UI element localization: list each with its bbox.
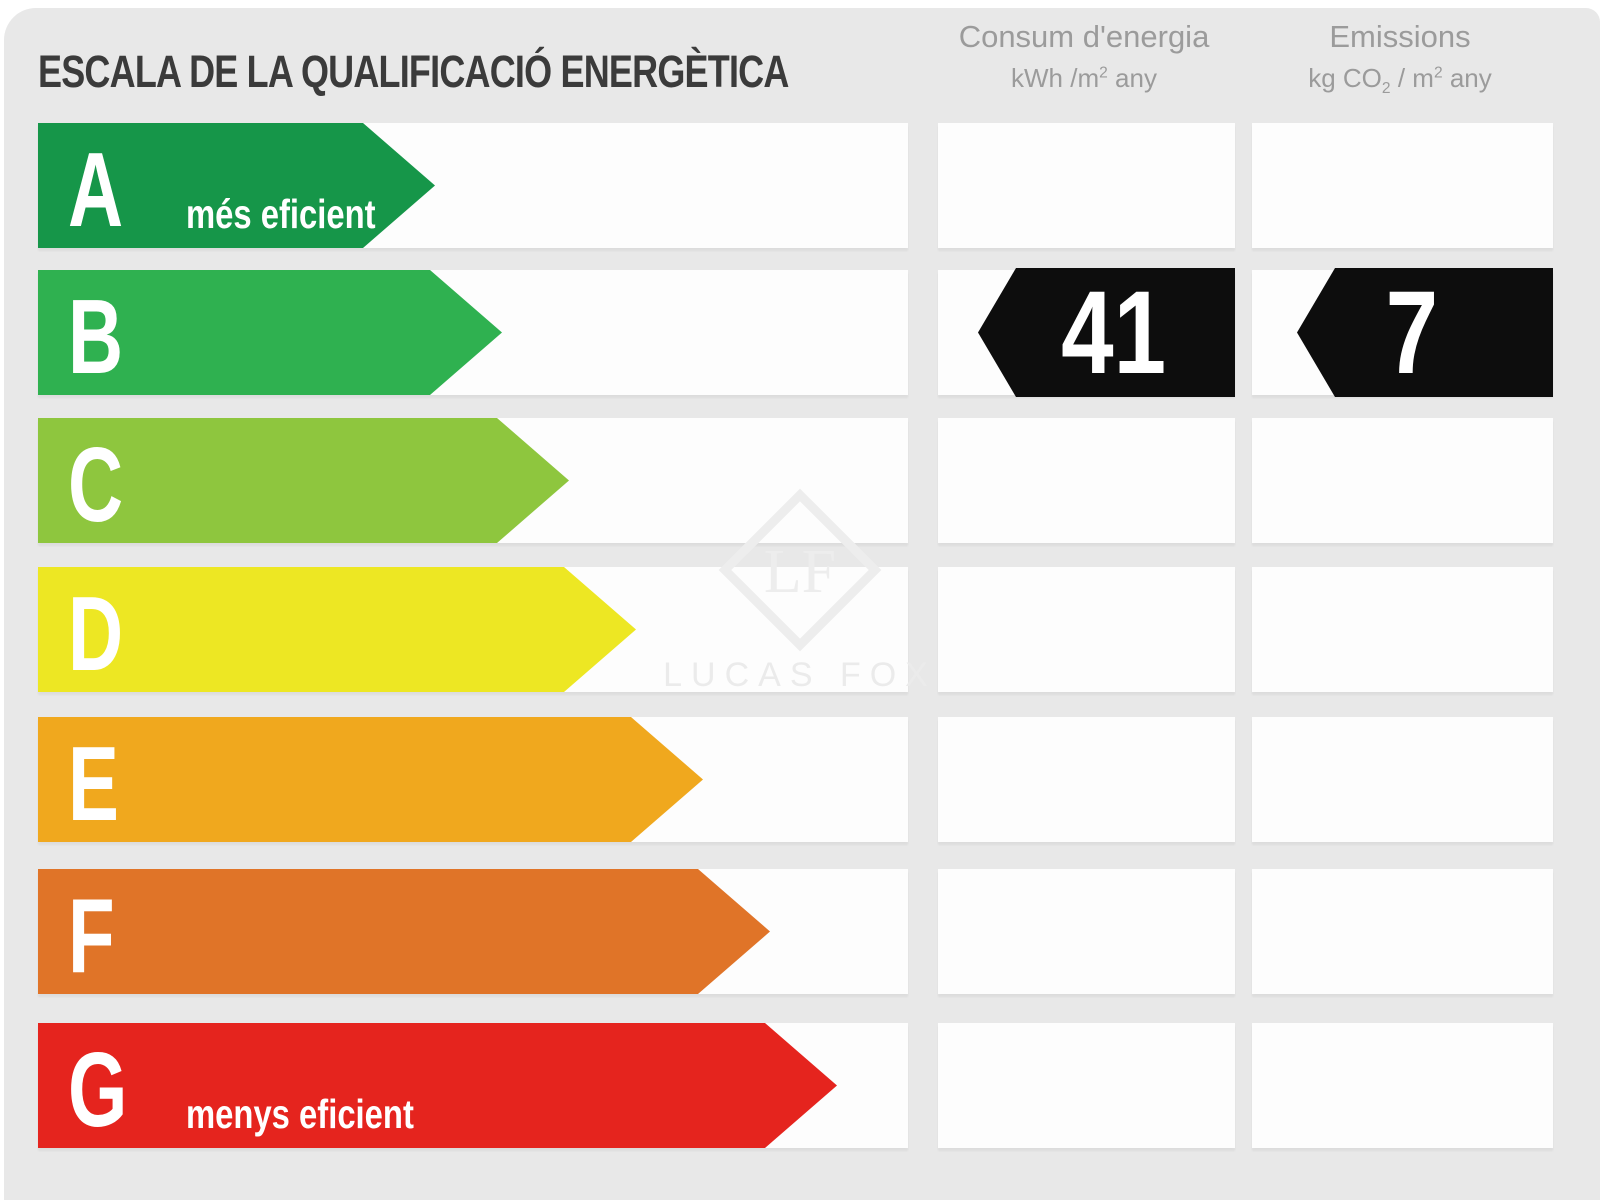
consum-cell (938, 123, 1235, 248)
consum-header-unit: kWh /m2 any (1011, 63, 1157, 93)
emissions-cell (1252, 123, 1553, 248)
emissions-cell (1252, 567, 1553, 692)
consum-cell (938, 418, 1235, 543)
emissions-value: 7 (1385, 266, 1439, 399)
rating-row: D (0, 567, 1600, 692)
emissions-cell (1252, 717, 1553, 842)
rating-row: E (0, 717, 1600, 842)
consum-value-arrow: 41 (978, 268, 1235, 397)
rating-arrow: E (38, 717, 703, 842)
rating-arrow: G menys eficient (38, 1023, 837, 1148)
emissions-cell (1252, 869, 1553, 994)
rating-letter: D (68, 575, 124, 693)
rating-arrow: C (38, 418, 569, 543)
rating-row: A més eficient (0, 123, 1600, 248)
consum-cell (938, 869, 1235, 994)
rating-row: G menys eficient (0, 1023, 1600, 1148)
consum-header-title: Consum d'energia (958, 19, 1210, 54)
rating-letter: E (68, 725, 119, 843)
emissions-cell (1252, 418, 1553, 543)
emissions-value-arrow: 7 (1297, 268, 1553, 397)
emissions-cell (1252, 1023, 1553, 1148)
page-title: ESCALA DE LA QUALIFICACIÓ ENERGÈTICA (38, 46, 789, 97)
rating-letter: A (68, 131, 124, 249)
rating-arrow: A més eficient (38, 123, 435, 248)
emissions-header-unit: kg CO2 / m2 any (1308, 63, 1492, 98)
efficiency-label: més eficient (186, 191, 376, 237)
consum-value: 41 (1060, 266, 1166, 399)
rating-letter: B (68, 278, 124, 396)
consum-column-header: Consum d'energia kWh /m2 any (933, 20, 1235, 94)
rating-arrow: B (38, 270, 502, 395)
rating-arrow: D (38, 567, 636, 692)
rating-letter: C (68, 426, 124, 544)
emissions-column-header: Emissions kg CO2 / m2 any (1247, 20, 1553, 98)
rating-row: C (0, 418, 1600, 543)
efficiency-label: menys eficient (186, 1091, 414, 1137)
rating-letter: F (68, 877, 115, 995)
rating-arrow: F (38, 869, 770, 994)
rating-row: F (0, 869, 1600, 994)
consum-cell (938, 567, 1235, 692)
rating-letter: G (68, 1031, 128, 1149)
emissions-header-title: Emissions (1329, 19, 1471, 54)
consum-cell (938, 717, 1235, 842)
consum-cell (938, 1023, 1235, 1148)
